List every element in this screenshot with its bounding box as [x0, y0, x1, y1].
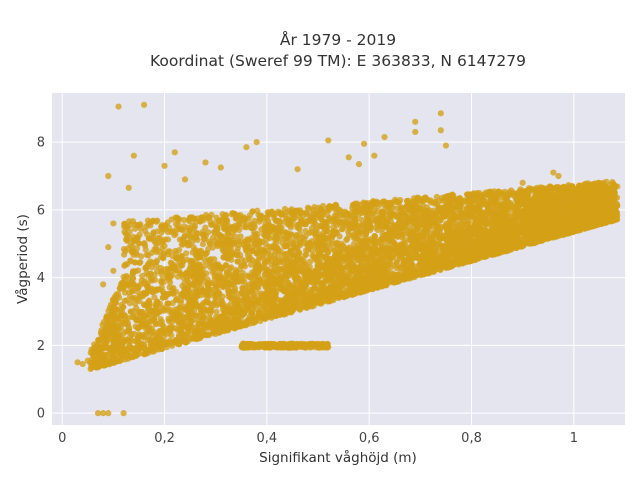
data-point [282, 250, 289, 258]
data-point [202, 224, 209, 231]
data-point [220, 245, 228, 252]
data-point [199, 241, 207, 248]
data-point [158, 268, 165, 275]
data-point [306, 258, 314, 265]
data-point [296, 235, 304, 243]
data-point [283, 273, 290, 280]
data-point [249, 208, 256, 215]
data-point [213, 214, 220, 221]
data-point [183, 250, 190, 257]
data-point [433, 193, 440, 200]
data-point [174, 273, 181, 280]
data-point [126, 222, 133, 229]
data-point [341, 211, 348, 218]
data-point [142, 246, 149, 253]
data-point [202, 262, 209, 269]
data-point [138, 253, 145, 260]
data-point [139, 272, 146, 280]
data-point [311, 204, 318, 211]
data-point [178, 226, 186, 233]
data-point [439, 194, 446, 201]
data-point [122, 261, 129, 268]
data-point [106, 345, 113, 352]
data-point [296, 231, 303, 238]
data-point [121, 297, 128, 305]
data-point [137, 259, 144, 266]
data-point [143, 251, 150, 258]
data-point [247, 261, 255, 268]
data-point [237, 233, 244, 240]
data-point [166, 276, 173, 283]
data-point [168, 325, 176, 332]
points-layer [74, 101, 621, 417]
data-point [120, 251, 128, 258]
data-point [180, 216, 188, 224]
data-point [148, 325, 155, 332]
data-point [120, 273, 127, 281]
